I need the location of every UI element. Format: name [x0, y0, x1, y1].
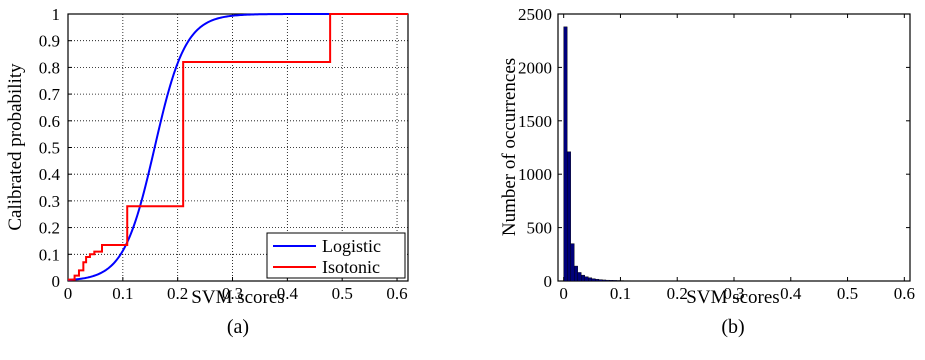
isotonic-step-curve: [68, 13, 408, 281]
histogram-bar: [595, 278, 600, 282]
y-tick-label: 0: [544, 272, 553, 291]
calibration-y-axis-label: Calibrated probability: [5, 63, 26, 231]
y-tick-label: 500: [527, 219, 553, 238]
x-tick-label: 0.4: [780, 284, 802, 303]
x-tick-label: 0: [559, 284, 568, 303]
histogram-bar: [563, 26, 568, 282]
x-tick-label: 0.2: [167, 284, 188, 303]
x-tick-label: 0.4: [277, 284, 299, 303]
histogram-bar: [566, 151, 571, 282]
panel-b-label: (b): [721, 316, 744, 338]
calibration-x-axis-label: SVM scores: [191, 287, 284, 308]
histogram-bars: [563, 26, 652, 282]
y-tick-label: 0.3: [39, 192, 60, 211]
y-tick-label: 0.9: [39, 32, 60, 51]
x-tick-label: 0.5: [837, 284, 858, 303]
histogram-bar: [616, 280, 621, 282]
y-tick-label: 0.1: [39, 245, 60, 264]
x-tick-label: 0.6: [386, 284, 407, 303]
histogram-bar: [598, 279, 603, 282]
x-tick-label: 0.3: [222, 284, 243, 303]
histogram-plot-frame: [557, 13, 911, 282]
histogram-bar: [570, 243, 575, 282]
y-tick-label: 0.2: [39, 219, 60, 238]
histogram-bar: [588, 277, 593, 282]
histogram-bar: [602, 279, 607, 282]
histogram-ticks: 0 0.1 0.2 0.3 0.4 0.5 0.6 0 500 1000 1500 2000 2500: [518, 5, 915, 303]
histogram-bar: [612, 280, 617, 282]
y-tick-label: 1500: [518, 112, 552, 131]
x-tick-label: 0.6: [894, 284, 915, 303]
calibration-lines: [67, 13, 408, 282]
histogram-bar: [574, 265, 578, 282]
legend-box: [266, 232, 406, 279]
x-tick-label: 0.5: [332, 284, 353, 303]
x-tick-label: 0.3: [723, 284, 744, 303]
legend-label-logistic: Logistic: [322, 236, 381, 256]
y-tick-label: 0.7: [39, 85, 61, 104]
x-tick-label: 0.2: [667, 284, 688, 303]
histogram-bar: [605, 279, 610, 282]
histogram-bar: [581, 274, 585, 282]
y-tick-label: 1000: [518, 165, 552, 184]
y-tick-label: 0.6: [39, 112, 60, 131]
y-tick-label: 1: [52, 5, 61, 24]
calibration-legend: Logistic Isotonic: [266, 232, 406, 279]
histogram-bar: [584, 276, 589, 282]
panel-a-label: (a): [227, 316, 249, 338]
y-tick-label: 2500: [518, 5, 552, 24]
histogram-y-axis-label: Number of occurrences: [499, 58, 520, 236]
y-tick-label: 0.5: [39, 139, 60, 158]
x-tick-label: 0.1: [610, 284, 631, 303]
histogram-bar: [577, 272, 582, 282]
histogram-bar: [591, 278, 596, 282]
x-tick-label: 0: [64, 284, 73, 303]
y-tick-label: 0.8: [39, 58, 60, 77]
calibration-chart: 0 0.1 0.2 0.3 0.4 0.5 0.6 0 0.1 0.2 0.3 0.4 0.5 0.6 0.…: [5, 5, 409, 338]
y-tick-label: 2000: [518, 58, 552, 77]
y-tick-label: 0.4: [39, 165, 61, 184]
histogram-chart: 0 0.1 0.2 0.3 0.4 0.5 0.605001000150020002500 …: [499, 5, 915, 338]
x-tick-label: 0.1: [112, 284, 133, 303]
y-tick-label: 0: [52, 272, 61, 291]
legend-label-isotonic: Isotonic: [322, 257, 380, 277]
calibration-ticks: 0 0.1 0.2 0.3 0.4 0.5 0.6 0 0.1 0.2 0.3 0.4 0.5 0.6 0.…: [39, 5, 408, 303]
histogram-bar: [609, 280, 614, 282]
histogram-x-axis-label: SVM scores: [686, 287, 779, 308]
